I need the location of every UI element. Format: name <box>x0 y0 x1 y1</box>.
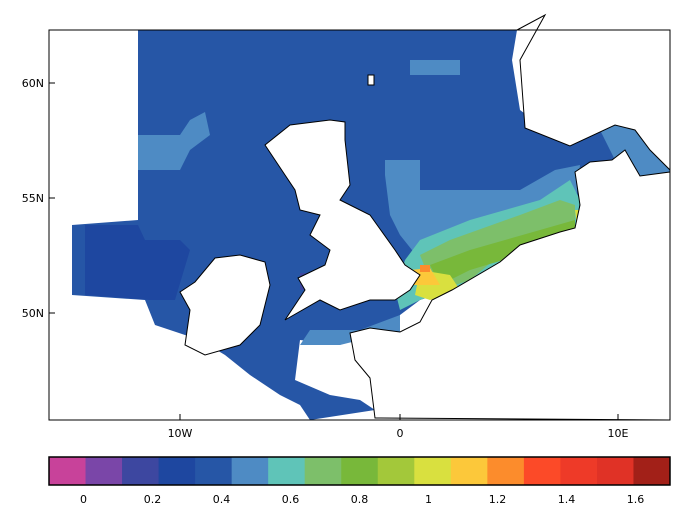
colorbar-swatch <box>487 457 525 485</box>
field-patch-1.3 <box>420 265 430 272</box>
x-tick-label: 0 <box>397 427 404 440</box>
colorbar-swatch <box>450 457 488 485</box>
colorbar-label: 0.4 <box>213 493 231 506</box>
colorbar-swatch <box>304 457 342 485</box>
field-patch-0.4-north <box>410 60 460 75</box>
x-tick-label: 10E <box>608 427 629 440</box>
colorbar-swatch <box>633 457 671 485</box>
field-patch-0.2 <box>85 225 190 300</box>
field-patch-0.4-west <box>138 112 210 170</box>
field-patch-1.2 <box>410 268 440 285</box>
colorbar-swatch <box>341 457 379 485</box>
colorbar-swatch <box>377 457 415 485</box>
colorbar-swatch <box>158 457 196 485</box>
colorbar-label: 0 <box>80 493 87 506</box>
great-britain <box>264 119 421 321</box>
colorbar-label: 1 <box>425 493 432 506</box>
colorbar-label: 1.6 <box>627 493 645 506</box>
land <box>179 13 671 421</box>
axis-ticks <box>49 82 619 420</box>
colorbar-swatch <box>268 457 306 485</box>
field-patch-0.85 <box>430 220 575 285</box>
colorbar-swatch <box>231 457 269 485</box>
colorbar-frame <box>48 456 671 486</box>
ireland <box>179 254 271 356</box>
colorbar-label: 0.8 <box>351 493 369 506</box>
colorbar-label: 0.2 <box>144 493 162 506</box>
colorbar-swatch <box>85 457 123 485</box>
colorbar-swatch <box>414 457 452 485</box>
x-tick-label: 10W <box>168 427 193 440</box>
colorbar-swatch <box>560 457 598 485</box>
colorbar-swatch <box>523 457 561 485</box>
colorbar-label: 0.6 <box>282 493 300 506</box>
colorbar-label: 1.4 <box>558 493 576 506</box>
colorbar-swatch <box>122 457 160 485</box>
colorbar-swatch <box>49 457 87 485</box>
plot-frame <box>48 29 671 421</box>
y-tick-label: 50N <box>22 307 44 320</box>
y-tick-label: 55N <box>22 192 44 205</box>
continent <box>349 149 671 421</box>
y-tick-label: 60N <box>22 77 44 90</box>
colorbar-label: 1.2 <box>489 493 507 506</box>
colorbar-swatch <box>596 457 634 485</box>
colorbar: 0 0.2 0.4 0.6 0.8 1 1.2 1.4 1.6 <box>48 456 671 506</box>
shetland <box>367 74 375 86</box>
colorbar-swatch <box>195 457 233 485</box>
